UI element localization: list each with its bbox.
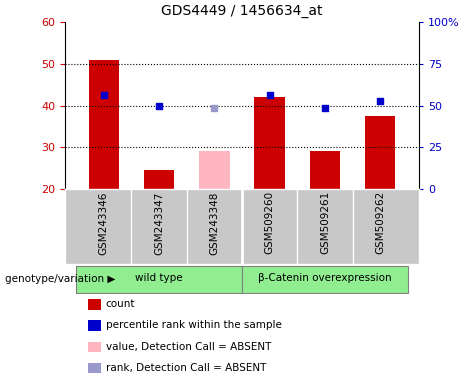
Text: value, Detection Call = ABSENT: value, Detection Call = ABSENT bbox=[106, 342, 271, 352]
Text: GSM509261: GSM509261 bbox=[320, 191, 330, 255]
Text: β-Catenin overexpression: β-Catenin overexpression bbox=[258, 273, 392, 283]
Bar bbox=[89, 60, 119, 189]
Text: GSM243347: GSM243347 bbox=[154, 191, 164, 255]
Text: count: count bbox=[106, 300, 135, 310]
Text: rank, Detection Call = ABSENT: rank, Detection Call = ABSENT bbox=[106, 363, 266, 373]
Text: wild type: wild type bbox=[135, 273, 183, 283]
Text: genotype/variation ▶: genotype/variation ▶ bbox=[5, 274, 115, 284]
Text: GSM509262: GSM509262 bbox=[375, 191, 385, 255]
Point bbox=[155, 103, 163, 109]
Bar bbox=[254, 97, 285, 189]
Point bbox=[321, 104, 329, 111]
Text: GSM509260: GSM509260 bbox=[265, 191, 275, 254]
Bar bbox=[365, 116, 396, 189]
Bar bbox=[76, 265, 242, 293]
Bar bbox=[242, 265, 408, 293]
Title: GDS4449 / 1456634_at: GDS4449 / 1456634_at bbox=[161, 4, 323, 18]
Bar bbox=[199, 151, 230, 189]
Text: GSM243346: GSM243346 bbox=[99, 191, 109, 255]
Bar bbox=[144, 170, 174, 189]
Text: GSM243348: GSM243348 bbox=[209, 191, 219, 255]
Point bbox=[266, 92, 273, 98]
Text: percentile rank within the sample: percentile rank within the sample bbox=[106, 321, 282, 331]
Point bbox=[100, 92, 107, 98]
Point bbox=[377, 98, 384, 104]
Point bbox=[211, 104, 218, 111]
Bar bbox=[310, 151, 340, 189]
